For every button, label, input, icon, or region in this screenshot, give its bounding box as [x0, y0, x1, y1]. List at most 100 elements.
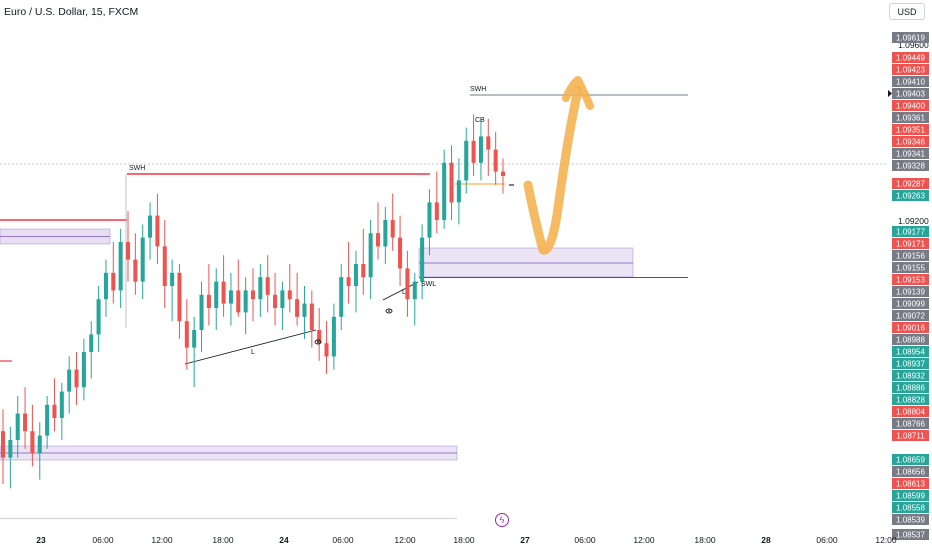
candle-body — [45, 404, 50, 436]
candle-body — [434, 202, 439, 220]
price-label-text: 1.09177 — [896, 228, 925, 237]
price-label-text: 1.09341 — [896, 150, 925, 159]
symbol-title: Euro / U.S. Dollar, 15, FXCM — [4, 6, 139, 18]
candle-body — [456, 180, 461, 203]
candle-body — [280, 290, 285, 308]
candle-body — [258, 277, 263, 300]
hand-drawn-arrow — [523, 85, 583, 255]
candle-body — [162, 246, 167, 286]
candle-body — [353, 264, 358, 286]
candle-body — [177, 272, 182, 322]
currency-button[interactable]: USD — [889, 3, 925, 20]
price-label-badge — [892, 430, 929, 441]
price-label-badge — [892, 454, 929, 465]
price-label-text: 1.09403 — [896, 90, 925, 99]
price-label-text: 1.09153 — [896, 276, 925, 285]
candle-body — [346, 277, 351, 286]
price-label-badge — [892, 310, 929, 321]
price-label-badge — [892, 100, 929, 111]
candle-body — [133, 259, 138, 282]
candle-body — [420, 237, 425, 282]
x-tick-label: 28 — [761, 535, 771, 545]
price-pointer — [888, 90, 892, 97]
price-label-text: 1.09072 — [896, 312, 925, 321]
price-label-badge — [892, 418, 929, 429]
price-label-text: 1.09361 — [896, 114, 925, 123]
price-label-badge — [892, 250, 929, 261]
price-label-badge — [892, 298, 929, 309]
candle-body — [317, 330, 322, 344]
price-label-badge — [892, 124, 929, 135]
candle-body — [89, 334, 94, 352]
price-label-text: 1.09400 — [896, 102, 925, 111]
price-label-badge — [892, 76, 929, 87]
lightning-icon[interactable]: ϟ — [495, 513, 509, 527]
trendline-1 — [184, 329, 317, 365]
annotation-swl: SWL — [421, 281, 436, 288]
candle-body — [412, 281, 417, 300]
candle-body — [74, 369, 79, 388]
price-label-badge — [892, 148, 929, 159]
candle-body — [500, 171, 506, 176]
annotation-swh-right: SWH — [470, 86, 486, 93]
price-label-text: 1.08804 — [896, 408, 925, 417]
price-label-text: 1.08711 — [896, 432, 925, 441]
candle-body — [170, 272, 175, 286]
price-label-text: 1.08886 — [896, 384, 925, 393]
price-label-text: 1.08537 — [896, 531, 925, 540]
annotation-cb: CB — [475, 117, 485, 124]
price-label-badge — [892, 514, 929, 525]
candle-body — [361, 264, 366, 278]
annotation-l-1: L — [251, 349, 255, 356]
price-label-badge — [892, 238, 929, 249]
candle-body — [273, 294, 278, 308]
price-label-badge — [892, 262, 929, 273]
price-label-badge — [892, 322, 929, 333]
candle-body — [390, 220, 395, 238]
candle-body — [125, 242, 131, 260]
candle-body — [405, 268, 410, 300]
price-label-text: 1.09139 — [896, 288, 925, 297]
candle-body — [37, 435, 42, 454]
x-tick-label: 06:00 — [92, 535, 114, 545]
candle-body — [23, 413, 28, 432]
price-label-badge — [892, 346, 929, 357]
price-label-text: 1.08613 — [896, 480, 925, 489]
candle-body — [206, 294, 211, 308]
price-label-text: 1.09155 — [896, 264, 925, 273]
x-tick-label: 23 — [36, 535, 46, 545]
candle-body — [8, 440, 13, 458]
price-label-text: 1.09346 — [896, 138, 925, 147]
price-label-text: 1.09351 — [896, 126, 925, 135]
trendline-2 — [382, 281, 419, 301]
candle-body — [140, 237, 145, 282]
price-label-text: 1.09156 — [896, 252, 925, 261]
candle-body — [81, 352, 86, 388]
candle-body — [243, 290, 248, 313]
price-label-badge — [892, 478, 929, 489]
eye-icon-pupil — [388, 310, 390, 312]
price-label-text: 1.09619 — [896, 34, 925, 43]
candle-body — [0, 431, 6, 458]
price-label-text: 1.08937 — [896, 360, 925, 369]
x-tick-label: 24 — [279, 535, 289, 545]
y-tick-label: 1.09600 — [898, 40, 929, 50]
price-label-text: 1.09328 — [896, 162, 925, 171]
price-label-text: 1.08539 — [896, 516, 925, 525]
annotation-swh-left: SWH — [129, 165, 145, 172]
price-label-badge — [892, 394, 929, 405]
price-label-badge — [892, 160, 929, 171]
plot-area[interactable] — [0, 0, 888, 518]
price-label-badge — [892, 286, 929, 297]
price-label-text: 1.08766 — [896, 420, 925, 429]
price-label-badge — [892, 466, 929, 477]
price-label-badge — [892, 226, 929, 237]
candle-body — [67, 369, 72, 392]
price-label-text: 1.09016 — [896, 324, 925, 333]
x-tick-label: 27 — [520, 535, 530, 545]
price-label-badge — [892, 334, 929, 345]
price-label-badge — [892, 64, 929, 75]
price-label-badge — [892, 358, 929, 369]
price-label-badge — [892, 406, 929, 417]
